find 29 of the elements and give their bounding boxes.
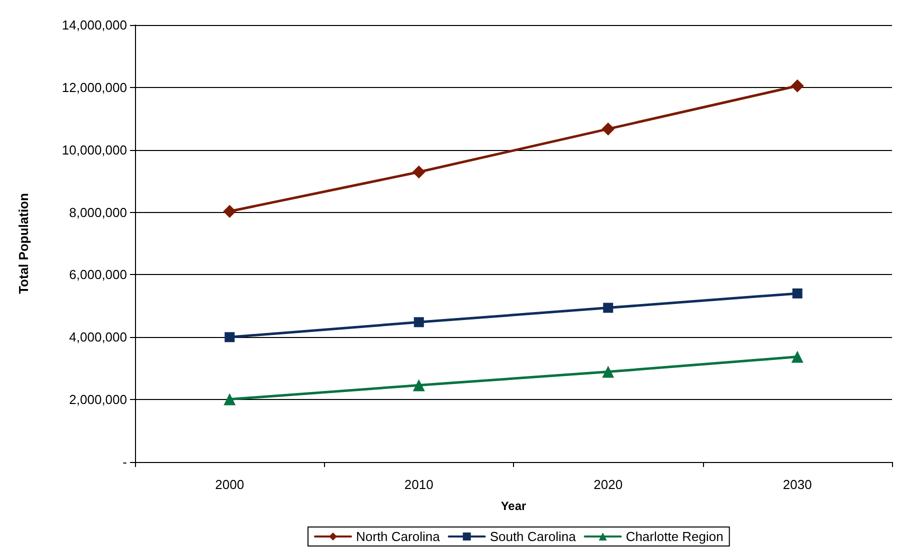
- y-tick-label: 14,000,000: [62, 18, 127, 32]
- y-tick-label: 10,000,000: [62, 142, 127, 158]
- x-tick-label: 2010: [404, 477, 434, 492]
- point: [223, 204, 236, 218]
- point: [792, 288, 802, 298]
- legend-label: North Carolina: [356, 529, 441, 544]
- legend-label: South Carolina: [490, 529, 577, 544]
- point: [224, 393, 236, 406]
- y-tick-label: 12,000,000: [62, 80, 127, 95]
- x-tick-label: 2000: [215, 477, 244, 492]
- point: [412, 379, 425, 392]
- legend-label: Charlotte Region: [626, 529, 724, 544]
- point: [412, 166, 426, 179]
- point: [791, 350, 804, 363]
- point: [414, 317, 424, 328]
- y-tick-label: 2,000,000: [69, 392, 127, 408]
- y-axis-title: Total Population: [16, 193, 31, 294]
- y-tick-label: 6,000,000: [69, 267, 127, 282]
- y-tick-label: -: [122, 454, 127, 470]
- y-tick-label: 8,000,000: [69, 204, 127, 220]
- point: [603, 302, 614, 313]
- point: [790, 79, 804, 92]
- point: [602, 366, 614, 378]
- point: [224, 332, 235, 342]
- x-tick-label: 2030: [782, 477, 812, 492]
- point: [602, 122, 615, 136]
- x-tick-label: 2020: [594, 477, 623, 492]
- y-tick-label: 4,000,000: [69, 330, 127, 345]
- x-axis-title: Year: [500, 499, 527, 513]
